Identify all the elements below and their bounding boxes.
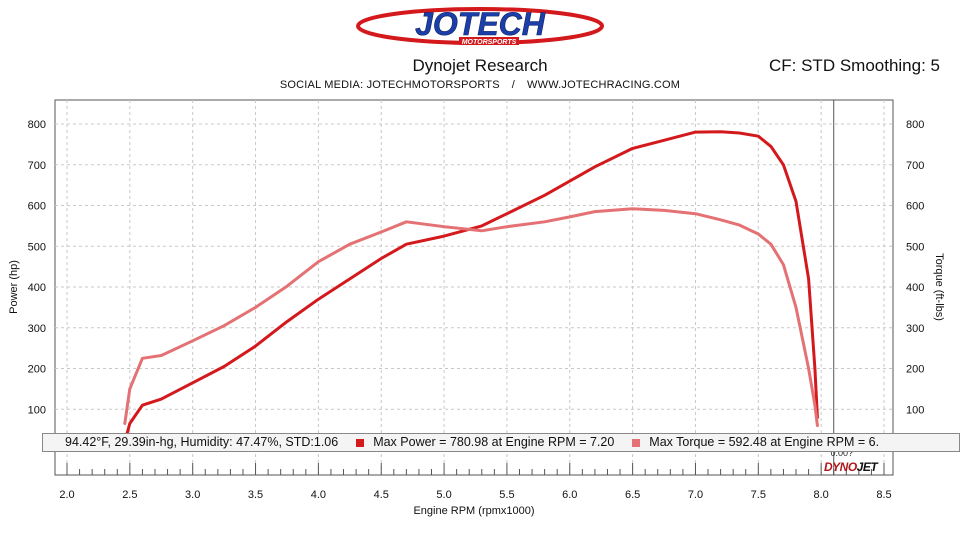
max-torque-text: Max Torque = 592.48 at Engine RPM = 6. [649, 435, 880, 450]
plot-frame [54, 99, 894, 476]
y-tick-label-right: 700 [906, 160, 924, 172]
website: WWW.JOTECHRACING.COM [527, 79, 681, 91]
x-axis: 2.0 2.5 3.0 3.5 4.0 4.5 5.0 5.5 6.0 6.5 7.0 7.5 8.0 8… [59, 489, 891, 501]
chart-title: Dynojet Research [412, 56, 548, 75]
y-tick-label-left: 400 [28, 282, 46, 294]
x-tick-label: 4.0 [311, 489, 326, 501]
social-line: SOCIAL MEDIA: JOTECHMOTORSPORTS / WWW.JOTE… [0, 79, 960, 91]
logo-swoosh-inner [368, 14, 592, 38]
x-tick-label: 2.0 [59, 489, 74, 501]
x-tick-label: 3.5 [248, 489, 263, 501]
y-axis-right: 100 200 300 400 500 600 700 800 [906, 119, 924, 416]
power-legend-swatch [355, 438, 364, 447]
jotech-logo: JOTECH MOTORSPORTS [356, 6, 604, 46]
x-tick-label: 5.5 [499, 489, 514, 501]
social-media: SOCIAL MEDIA: JOTECHMOTORSPORTS [279, 79, 500, 91]
x-tick-label: 8.0 [814, 489, 829, 501]
logo-wordmark: JOTECH [415, 6, 546, 42]
max-power-text: Max Power = 780.98 at Engine RPM = 7.20 [373, 435, 615, 450]
y-tick-label-left: 600 [28, 201, 46, 213]
x-tick-label: 3.0 [185, 489, 200, 501]
conditions-text: 94.42°F, 29.39in-hg, Humidity: 47.47%, S… [65, 435, 339, 450]
y-tick-label-left: 300 [28, 323, 46, 335]
series-line-torque [123, 207, 819, 428]
y-tick-label-left: 100 [28, 404, 46, 416]
y-tick-label-left: 200 [28, 364, 46, 376]
x-tick-label: 6.0 [562, 489, 577, 501]
y-tick-label-right: 200 [906, 364, 924, 376]
run-info-bar: 94.42°F, 29.39in-hg, Humidity: 47.47%, S… [42, 433, 960, 452]
y-axis-label-right: Torque (ft-lbs) [933, 253, 945, 321]
y-tick-label-right: 600 [906, 201, 924, 213]
x-tick-label: 7.5 [751, 489, 766, 501]
x-axis-label: Engine RPM (rpmx1000) [413, 505, 534, 517]
y-tick-label-right: 500 [906, 241, 924, 253]
series-group [123, 130, 819, 444]
x-tick-label: 5.0 [436, 489, 451, 501]
x-tick-label: 8.5 [876, 489, 891, 501]
torque-legend-swatch [631, 438, 640, 447]
y-tick-label-right: 400 [906, 282, 924, 294]
correction-factor: CF: STD Smoothing: 5 [768, 56, 940, 75]
social-separator: / [511, 79, 516, 91]
x-tick-label: 4.5 [374, 489, 389, 501]
cursor-readout: 0.00? [830, 448, 853, 458]
y-axis-label-left: Power (hp) [8, 260, 20, 314]
grid [55, 100, 893, 475]
y-axis-left: 100 200 300 400 500 600 700 800 [28, 119, 46, 416]
series-line-power [123, 130, 819, 444]
y-tick-label-right: 300 [906, 323, 924, 335]
y-tick-label-left: 800 [28, 119, 46, 131]
dynojet-logo: DYNOJET [824, 460, 878, 474]
logo-sub-bg [459, 37, 519, 45]
y-tick-label-right: 100 [906, 404, 924, 416]
x-tick-label: 7.0 [688, 489, 703, 501]
logo-subtext: MOTORSPORTS [462, 39, 517, 46]
y-tick-label-left: 700 [28, 160, 46, 172]
y-tick-label-right: 800 [906, 119, 924, 131]
x-tick-label: 2.5 [122, 489, 137, 501]
x-tick-label: 6.5 [625, 489, 640, 501]
y-tick-label-left: 500 [28, 241, 46, 253]
